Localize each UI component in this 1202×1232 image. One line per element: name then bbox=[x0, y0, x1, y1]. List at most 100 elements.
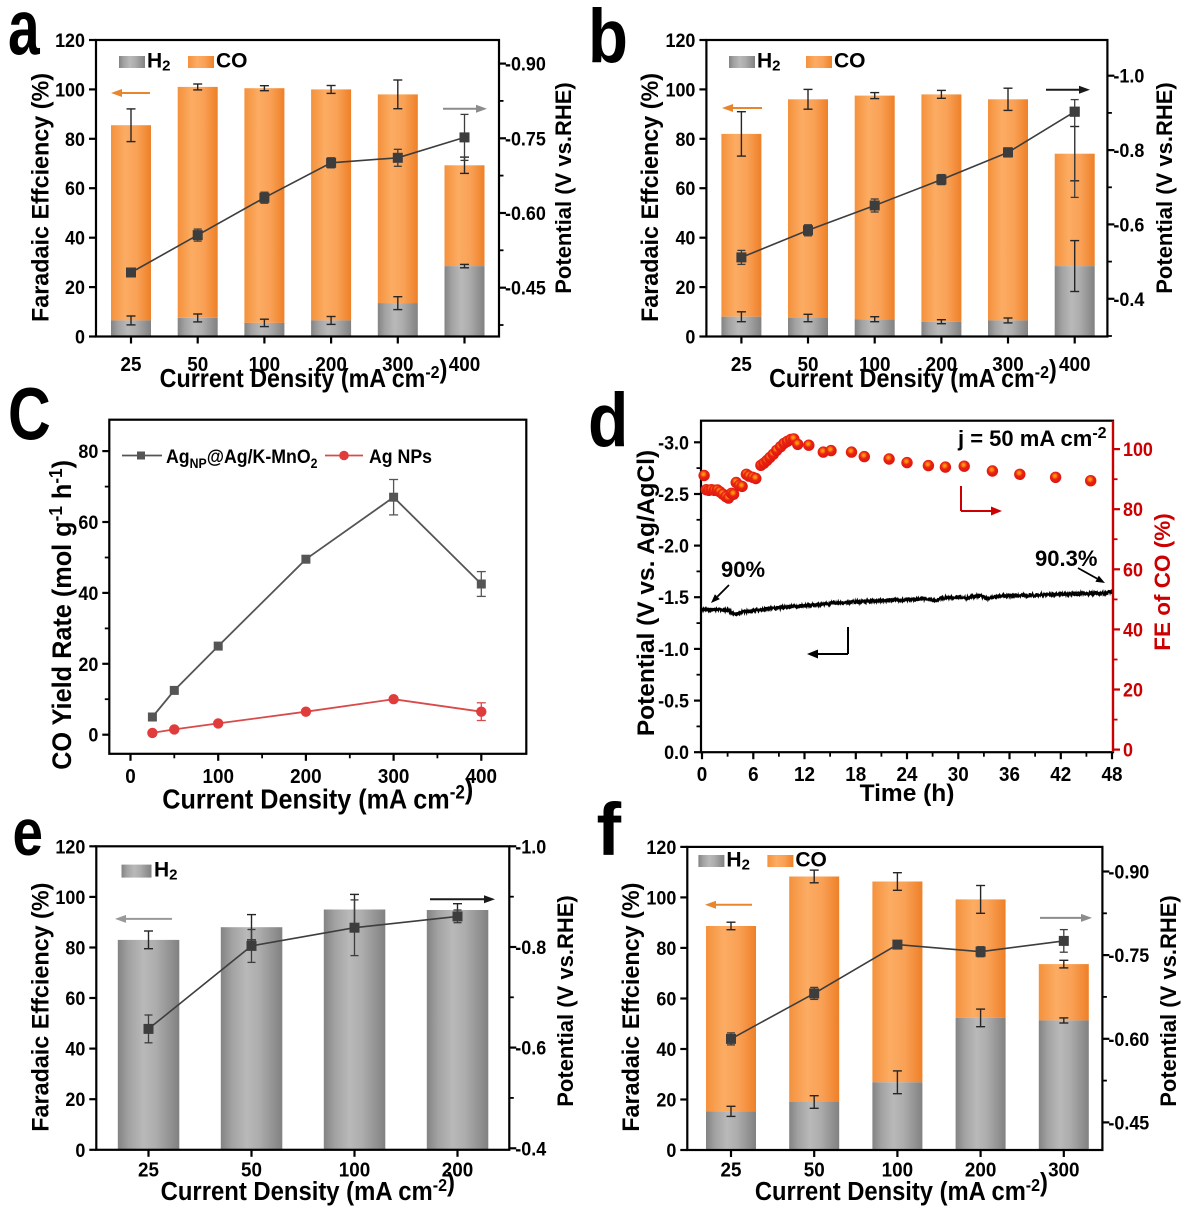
svg-text:25: 25 bbox=[731, 353, 752, 376]
svg-text:Faradaic Effciency (%): Faradaic Effciency (%) bbox=[27, 73, 55, 322]
svg-text:90%: 90% bbox=[721, 557, 765, 582]
svg-text:0: 0 bbox=[75, 326, 85, 348]
svg-text:20: 20 bbox=[675, 276, 695, 298]
svg-text:200: 200 bbox=[442, 1159, 474, 1182]
svg-text:40: 40 bbox=[675, 227, 695, 249]
svg-text:Faradaic Effciency (%): Faradaic Effciency (%) bbox=[637, 73, 665, 322]
svg-text:100: 100 bbox=[859, 353, 891, 376]
svg-text:Faradaic Effciency (%): Faradaic Effciency (%) bbox=[27, 883, 55, 1132]
svg-text:-1.0: -1.0 bbox=[515, 836, 546, 858]
svg-text:80: 80 bbox=[65, 128, 85, 150]
svg-text:Potential (V vs.RHE): Potential (V vs.RHE) bbox=[1152, 82, 1177, 293]
svg-text:0: 0 bbox=[75, 1139, 85, 1161]
svg-text:60: 60 bbox=[1123, 559, 1143, 581]
svg-text:100: 100 bbox=[646, 887, 676, 909]
svg-text:Potential (V vs.RHE): Potential (V vs.RHE) bbox=[553, 895, 578, 1106]
svg-text:20: 20 bbox=[65, 1089, 85, 1111]
svg-text:50: 50 bbox=[187, 353, 208, 376]
svg-text:-0.4: -0.4 bbox=[515, 1138, 546, 1160]
svg-text:Ag NPs: Ag NPs bbox=[369, 445, 432, 467]
svg-text:42: 42 bbox=[1050, 763, 1071, 786]
svg-text:40: 40 bbox=[65, 227, 85, 249]
svg-text:200: 200 bbox=[926, 353, 958, 376]
svg-text:0: 0 bbox=[685, 326, 695, 348]
svg-text:Potential (V vs.RHE): Potential (V vs.RHE) bbox=[551, 82, 576, 293]
svg-text:-0.8: -0.8 bbox=[1113, 139, 1144, 161]
svg-text:100: 100 bbox=[249, 353, 281, 376]
svg-text:60: 60 bbox=[656, 988, 676, 1010]
svg-text:-0.60: -0.60 bbox=[1108, 1028, 1149, 1050]
svg-text:b: b bbox=[588, 0, 628, 79]
svg-text:100: 100 bbox=[55, 886, 85, 908]
svg-text:Potential (V vs. Ag/AgCl): Potential (V vs. Ag/AgCl) bbox=[633, 450, 660, 736]
svg-text:Faradaic Effciency (%): Faradaic Effciency (%) bbox=[618, 883, 646, 1132]
svg-text:90.3%: 90.3% bbox=[1035, 546, 1097, 571]
svg-text:40: 40 bbox=[656, 1038, 676, 1060]
svg-text:f: f bbox=[597, 788, 622, 871]
svg-text:CO: CO bbox=[795, 849, 827, 872]
svg-text:80: 80 bbox=[656, 937, 676, 959]
svg-text:40: 40 bbox=[1123, 619, 1143, 641]
svg-text:-1.0: -1.0 bbox=[1113, 65, 1144, 87]
svg-text:d: d bbox=[588, 379, 628, 463]
svg-text:-1.5: -1.5 bbox=[658, 587, 689, 609]
svg-text:25: 25 bbox=[138, 1159, 159, 1182]
svg-text:60: 60 bbox=[78, 511, 98, 533]
svg-text:j = 50 mA cm-2: j = 50 mA cm-2 bbox=[957, 425, 1107, 451]
svg-text:400: 400 bbox=[1059, 353, 1091, 376]
svg-text:200: 200 bbox=[290, 765, 322, 788]
svg-text:0: 0 bbox=[88, 724, 98, 746]
svg-text:-3.0: -3.0 bbox=[658, 432, 689, 454]
svg-text:200: 200 bbox=[315, 353, 347, 376]
svg-text:6: 6 bbox=[748, 763, 759, 786]
svg-text:20: 20 bbox=[65, 276, 85, 298]
svg-text:0: 0 bbox=[125, 765, 136, 788]
svg-text:300: 300 bbox=[992, 353, 1024, 376]
svg-text:80: 80 bbox=[1123, 499, 1143, 521]
svg-text:48: 48 bbox=[1102, 763, 1123, 786]
svg-text:20: 20 bbox=[78, 653, 98, 675]
svg-text:120: 120 bbox=[665, 29, 695, 51]
svg-text:400: 400 bbox=[466, 765, 498, 788]
svg-text:-0.6: -0.6 bbox=[1113, 214, 1144, 236]
svg-text:a: a bbox=[8, 0, 41, 71]
svg-text:36: 36 bbox=[999, 763, 1020, 786]
svg-text:-1.0: -1.0 bbox=[658, 638, 689, 660]
svg-text:Time (h): Time (h) bbox=[860, 780, 955, 807]
svg-text:-0.5: -0.5 bbox=[658, 690, 689, 712]
svg-text:-0.90: -0.90 bbox=[505, 53, 546, 75]
svg-text:-0.60: -0.60 bbox=[505, 202, 546, 224]
svg-text:300: 300 bbox=[378, 765, 410, 788]
svg-text:50: 50 bbox=[804, 1159, 825, 1182]
svg-text:100: 100 bbox=[202, 765, 234, 788]
svg-text:300: 300 bbox=[382, 353, 414, 376]
svg-text:80: 80 bbox=[65, 937, 85, 959]
svg-text:0.0: 0.0 bbox=[664, 742, 689, 764]
svg-text:-0.4: -0.4 bbox=[1113, 288, 1144, 310]
svg-text:-0.45: -0.45 bbox=[1108, 1112, 1149, 1134]
svg-text:-0.8: -0.8 bbox=[515, 936, 546, 958]
svg-text:60: 60 bbox=[65, 987, 85, 1009]
svg-text:25: 25 bbox=[721, 1159, 742, 1182]
svg-text:60: 60 bbox=[65, 178, 85, 200]
svg-text:-2.0: -2.0 bbox=[658, 535, 689, 557]
svg-text:-0.90: -0.90 bbox=[1108, 861, 1149, 883]
svg-text:0: 0 bbox=[1123, 739, 1133, 761]
svg-text:100: 100 bbox=[339, 1159, 371, 1182]
svg-text:80: 80 bbox=[78, 440, 98, 462]
svg-text:100: 100 bbox=[1123, 438, 1153, 460]
svg-text:20: 20 bbox=[656, 1089, 676, 1111]
svg-text:120: 120 bbox=[646, 836, 676, 858]
svg-text:-0.75: -0.75 bbox=[1108, 944, 1149, 966]
svg-text:0: 0 bbox=[666, 1139, 676, 1161]
svg-text:40: 40 bbox=[65, 1038, 85, 1060]
svg-text:0: 0 bbox=[697, 763, 708, 786]
svg-text:-0.75: -0.75 bbox=[505, 128, 546, 150]
svg-text:Potential (V vs.RHE): Potential (V vs.RHE) bbox=[1156, 895, 1181, 1106]
svg-text:200: 200 bbox=[965, 1159, 997, 1182]
svg-text:FE of CO (%): FE of CO (%) bbox=[1150, 513, 1175, 650]
svg-text:-2.5: -2.5 bbox=[658, 483, 689, 505]
svg-text:400: 400 bbox=[449, 353, 481, 376]
svg-text:80: 80 bbox=[675, 128, 695, 150]
svg-text:24: 24 bbox=[897, 763, 918, 786]
